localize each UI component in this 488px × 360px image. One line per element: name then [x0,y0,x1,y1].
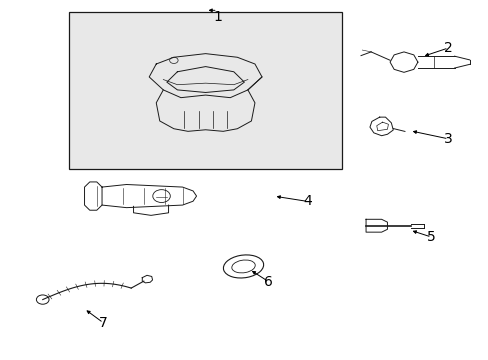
Bar [69,12,341,169]
Text: 3: 3 [443,132,452,146]
Text: 5: 5 [426,230,435,244]
Text: 2: 2 [443,41,452,55]
Text: 6: 6 [264,275,272,289]
Text: 7: 7 [99,316,107,330]
Text: 4: 4 [302,194,311,208]
Text: 1: 1 [213,10,222,24]
Bar [69,12,341,169]
